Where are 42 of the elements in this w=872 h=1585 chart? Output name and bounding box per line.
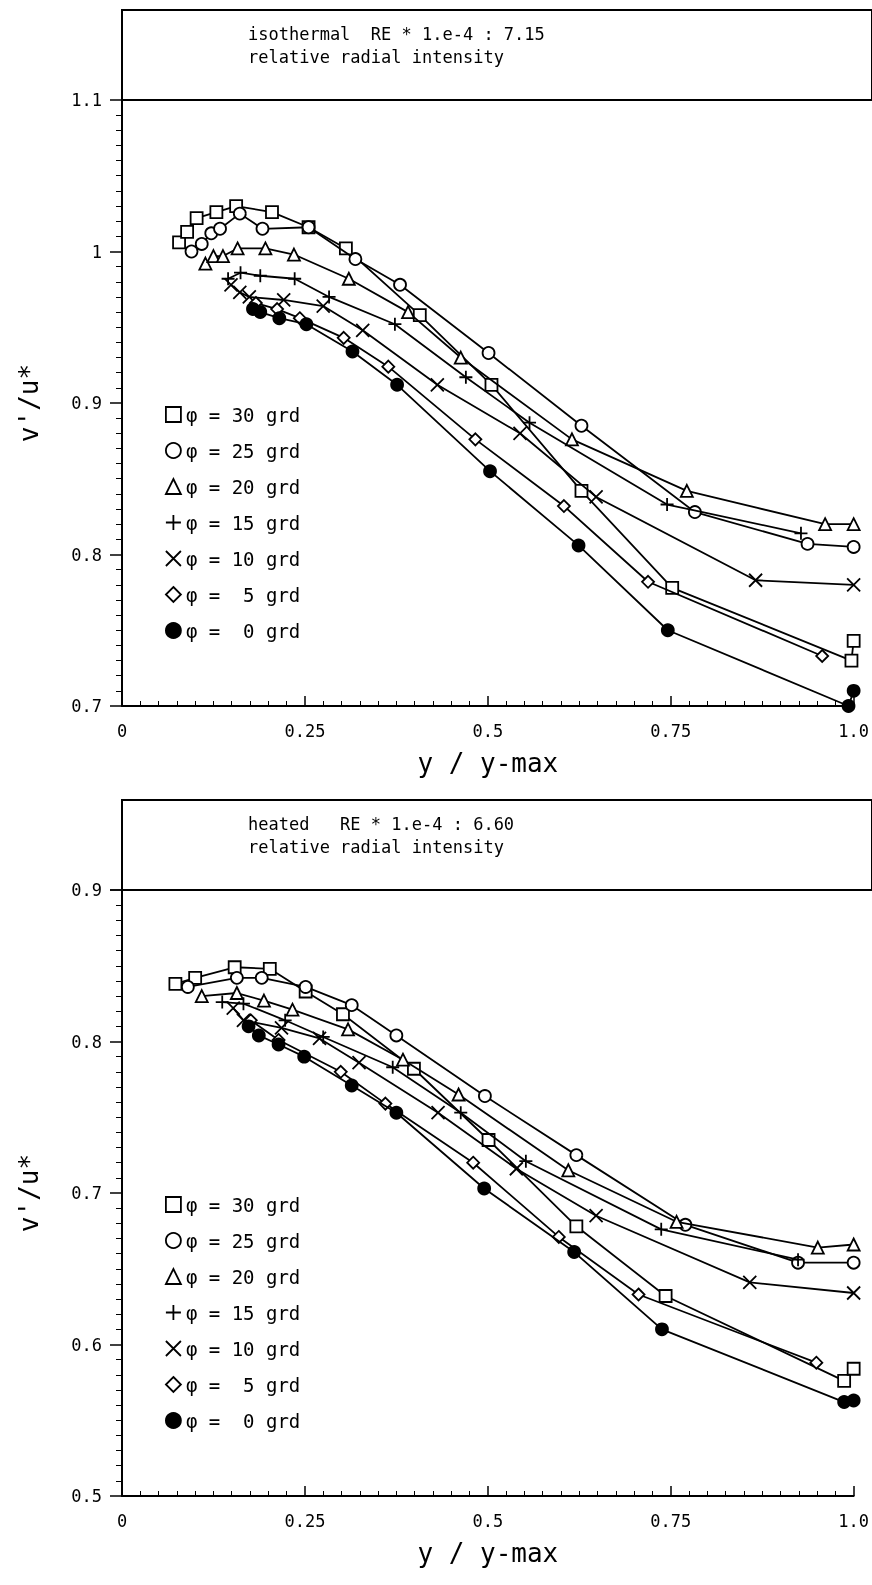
y-tick-label: 0.5 <box>71 1486 102 1506</box>
x-tick-label: 0.75 <box>650 720 692 741</box>
y-tick-label: 1 <box>91 241 102 262</box>
chart-title: heated RE * 1.e-4 : 6.60 <box>248 813 515 834</box>
chart-subtitle: relative radial intensity <box>248 836 504 857</box>
x-tick-label: 0.25 <box>284 720 326 741</box>
legend-label: φ = 20 grd <box>185 1265 301 1288</box>
legend-label: φ = 5 grd <box>185 1373 301 1396</box>
legend-label: φ = 15 grd <box>185 1301 301 1324</box>
legend-label: φ = 0 grd <box>185 619 301 642</box>
x-axis-title: y / y-max <box>417 748 559 778</box>
legend-label: φ = 0 grd <box>185 1409 301 1432</box>
y-axis-title: v'/u* <box>14 1153 44 1233</box>
y-tick-label: 0.6 <box>71 1334 102 1355</box>
legend-label: φ = 15 grd <box>185 511 301 534</box>
x-tick-label: 1.0 <box>838 720 870 741</box>
legend-label: φ = 5 grd <box>185 583 301 606</box>
x-axis-title: y / y-max <box>417 1538 559 1568</box>
chart-title: isothermal RE * 1.e-4 : 7.15 <box>248 23 545 44</box>
x-tick-label: 0.5 <box>472 1510 504 1531</box>
y-tick-label: 0.7 <box>71 1183 102 1203</box>
x-tick-label: 0 <box>116 1510 128 1531</box>
chart-subtitle: relative radial intensity <box>248 46 504 67</box>
y-tick-label: 0.9 <box>71 393 102 413</box>
y-tick-label: 0.7 <box>71 696 102 716</box>
x-tick-label: 0.25 <box>284 1510 326 1531</box>
x-tick-label: 0.75 <box>650 1510 692 1531</box>
legend-label: φ = 20 grd <box>185 475 301 498</box>
x-tick-label: 1.0 <box>838 1510 870 1531</box>
legend-label: φ = 30 grd <box>185 1193 301 1216</box>
y-tick-label: 1.1 <box>71 90 102 110</box>
legend-label: φ = 25 grd <box>185 439 301 462</box>
x-tick-label: 0 <box>116 720 128 741</box>
y-tick-label: 0.8 <box>71 1031 102 1052</box>
x-tick-label: 0.5 <box>472 720 504 741</box>
legend-label: φ = 25 grd <box>185 1229 301 1252</box>
y-axis-title: v'/u* <box>14 363 44 443</box>
y-tick-label: 0.9 <box>71 880 102 900</box>
legend-label: φ = 30 grd <box>185 403 301 426</box>
legend-label: φ = 10 grd <box>185 1337 301 1360</box>
legend-label: φ = 10 grd <box>185 547 301 570</box>
y-tick-label: 0.8 <box>71 544 102 565</box>
